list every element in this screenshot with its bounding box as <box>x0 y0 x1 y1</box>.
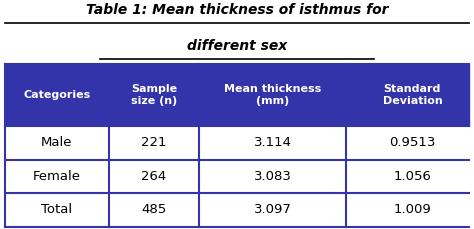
Text: 221: 221 <box>141 136 167 149</box>
Bar <box>5 160 469 193</box>
Text: Sample
size (n): Sample size (n) <box>131 84 177 106</box>
Text: 3.114: 3.114 <box>254 136 292 149</box>
Text: 264: 264 <box>141 170 167 183</box>
Text: 3.083: 3.083 <box>254 170 292 183</box>
Text: Total: Total <box>41 203 73 216</box>
Text: 0.9513: 0.9513 <box>389 136 436 149</box>
Text: Table 1: Mean thickness of isthmus for: Table 1: Mean thickness of isthmus for <box>86 3 388 17</box>
Text: 1.009: 1.009 <box>393 203 431 216</box>
Bar <box>5 126 469 160</box>
Bar <box>5 64 469 126</box>
Text: Standard
Deviation: Standard Deviation <box>383 84 442 106</box>
Text: 3.097: 3.097 <box>254 203 292 216</box>
Text: 1.056: 1.056 <box>393 170 431 183</box>
Text: different sex: different sex <box>187 39 287 53</box>
Text: Categories: Categories <box>23 90 91 100</box>
Text: Female: Female <box>33 170 81 183</box>
Text: Male: Male <box>41 136 73 149</box>
Bar <box>5 193 469 227</box>
Text: 485: 485 <box>141 203 167 216</box>
Text: Mean thickness
(mm): Mean thickness (mm) <box>224 84 321 106</box>
